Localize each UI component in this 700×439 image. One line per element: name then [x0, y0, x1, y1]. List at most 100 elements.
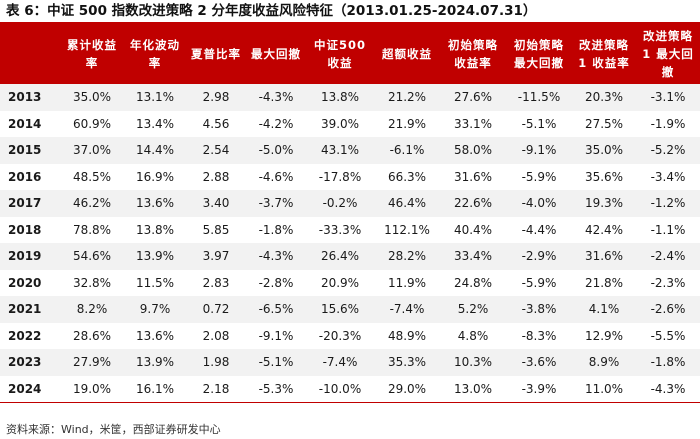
- table-cell: 21.9%: [374, 110, 440, 137]
- table-cell: 5.85: [186, 216, 246, 243]
- table-cell: -20.3%: [306, 322, 374, 349]
- table-cell: -6.5%: [246, 296, 306, 323]
- performance-table: 累计收益率 年化波动率 夏普比率 最大回撤 中证500 收益 超额收益 初始策略…: [0, 24, 700, 403]
- table-row: 2016 48.5% 16.9% 2.88 -4.6% -17.8% 66.3% 31.6% -…: [0, 163, 700, 190]
- table-cell: 20.3%: [572, 84, 636, 111]
- row-year-cell: 2017: [0, 190, 60, 217]
- table-cell: 12.9%: [572, 322, 636, 349]
- table-cell: -0.2%: [306, 190, 374, 217]
- table-cell: 28.2%: [374, 243, 440, 270]
- table-cell: 2.54: [186, 137, 246, 164]
- table-cell: 2.98: [186, 84, 246, 111]
- table-cell: -8.3%: [506, 322, 572, 349]
- table-cell: 5.2%: [440, 296, 506, 323]
- table-cell: 13.0%: [440, 375, 506, 403]
- table-cell: -9.1%: [506, 137, 572, 164]
- table-row: 2019 54.6% 13.9% 3.97 -4.3% 26.4% 28.2% 33.4% -2…: [0, 243, 700, 270]
- table-row: 2015 37.0% 14.4% 2.54 -5.0% 43.1% -6.1% 58.0% -9…: [0, 137, 700, 164]
- table-cell: 35.3%: [374, 349, 440, 376]
- table-cell: 27.5%: [572, 110, 636, 137]
- table-row: 2024 19.0% 16.1% 2.18 -5.3% -10.0% 29.0% 13.0% -…: [0, 375, 700, 403]
- table-cell: 21.8%: [572, 269, 636, 296]
- table-cell: 13.6%: [124, 190, 186, 217]
- row-year-cell: 2014: [0, 110, 60, 137]
- table-cell: 22.6%: [440, 190, 506, 217]
- table-cell: 16.9%: [124, 163, 186, 190]
- table-cell: 11.5%: [124, 269, 186, 296]
- table-cell: -5.9%: [506, 269, 572, 296]
- header-cell-sharpe-ratio: 夏普比率: [186, 24, 246, 84]
- table-cell: 33.1%: [440, 110, 506, 137]
- row-year-cell: 2018: [0, 216, 60, 243]
- table-cell: 4.1%: [572, 296, 636, 323]
- table-cell: 35.6%: [572, 163, 636, 190]
- row-year-cell: 2024: [0, 375, 60, 403]
- table-cell: 48.9%: [374, 322, 440, 349]
- table-cell: 40.4%: [440, 216, 506, 243]
- table-cell: 33.4%: [440, 243, 506, 270]
- table-cell: -1.2%: [636, 190, 700, 217]
- table-cell: -5.9%: [506, 163, 572, 190]
- table-cell: -4.0%: [506, 190, 572, 217]
- table-cell: 15.6%: [306, 296, 374, 323]
- table-cell: 13.4%: [124, 110, 186, 137]
- header-cell-initial-return: 初始策略收益率: [440, 24, 506, 84]
- table-cell: 112.1%: [374, 216, 440, 243]
- table-cell: 42.4%: [572, 216, 636, 243]
- table-row: 2020 32.8% 11.5% 2.83 -2.8% 20.9% 11.9% 24.8% -5…: [0, 269, 700, 296]
- table-cell: -10.0%: [306, 375, 374, 403]
- table-cell: 4.56: [186, 110, 246, 137]
- table-cell: -5.0%: [246, 137, 306, 164]
- table-cell: 3.97: [186, 243, 246, 270]
- source-note: 资料来源：Wind，米筐，西部证券研发中心: [6, 423, 221, 436]
- header-cell-improved1-return: 改进策略 1 收益率: [572, 24, 636, 84]
- table-title: 表 6：中证 500 指数改进策略 2 分年度收益风险特征（2013.01.25…: [6, 3, 537, 19]
- table-cell: 2.08: [186, 322, 246, 349]
- table-cell: 13.1%: [124, 84, 186, 111]
- table-row: 2013 35.0% 13.1% 2.98 -4.3% 13.8% 21.2% 27.6% -1…: [0, 84, 700, 111]
- table-cell: 27.9%: [60, 349, 124, 376]
- table-cell: 21.2%: [374, 84, 440, 111]
- table-cell: 24.8%: [440, 269, 506, 296]
- table-cell: 13.8%: [124, 216, 186, 243]
- table-cell: 2.83: [186, 269, 246, 296]
- row-year-cell: 2015: [0, 137, 60, 164]
- row-year-cell: 2020: [0, 269, 60, 296]
- row-year-cell: 2019: [0, 243, 60, 270]
- table-cell: -17.8%: [306, 163, 374, 190]
- table-cell: 8.9%: [572, 349, 636, 376]
- table-cell: -1.8%: [246, 216, 306, 243]
- table-cell: -1.8%: [636, 349, 700, 376]
- row-year-cell: 2023: [0, 349, 60, 376]
- table-cell: -2.3%: [636, 269, 700, 296]
- table-cell: 13.9%: [124, 243, 186, 270]
- table-cell: -7.4%: [306, 349, 374, 376]
- header-cell-initial-drawdown: 初始策略最大回撤: [506, 24, 572, 84]
- table-cell: 43.1%: [306, 137, 374, 164]
- title-divider: [0, 22, 700, 24]
- table-cell: -4.4%: [506, 216, 572, 243]
- table-row: 2022 28.6% 13.6% 2.08 -9.1% -20.3% 48.9% 4.8% -8…: [0, 322, 700, 349]
- table-cell: 14.4%: [124, 137, 186, 164]
- table-cell: -3.9%: [506, 375, 572, 403]
- table-cell: 31.6%: [572, 243, 636, 270]
- table-cell: -3.7%: [246, 190, 306, 217]
- header-cell-annual-volatility: 年化波动率: [124, 24, 186, 84]
- table-cell: -9.1%: [246, 322, 306, 349]
- table-cell: 58.0%: [440, 137, 506, 164]
- table-cell: -33.3%: [306, 216, 374, 243]
- table-cell: -3.1%: [636, 84, 700, 111]
- header-cell-excess-return: 超额收益: [374, 24, 440, 84]
- table-cell: 3.40: [186, 190, 246, 217]
- table-cell: 46.4%: [374, 190, 440, 217]
- table-cell: 46.2%: [60, 190, 124, 217]
- table-cell: 19.0%: [60, 375, 124, 403]
- table-cell: 26.4%: [306, 243, 374, 270]
- table-row: 2014 60.9% 13.4% 4.56 -4.2% 39.0% 21.9% 33.1% -5…: [0, 110, 700, 137]
- table-cell: -3.4%: [636, 163, 700, 190]
- table-cell: 10.3%: [440, 349, 506, 376]
- table-cell: -2.9%: [506, 243, 572, 270]
- table-cell: 2.18: [186, 375, 246, 403]
- table-cell: -4.3%: [246, 84, 306, 111]
- table-cell: -2.6%: [636, 296, 700, 323]
